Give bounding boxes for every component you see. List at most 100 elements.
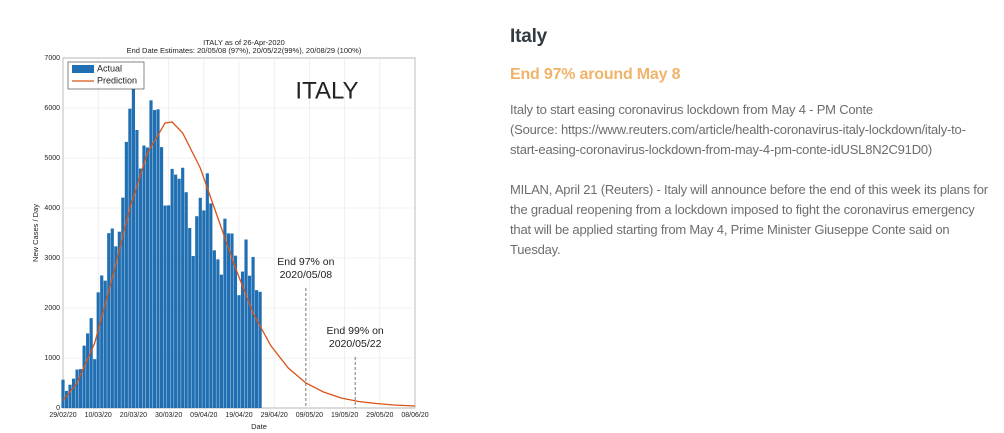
bar [177, 178, 181, 408]
x-tick-label: 30/03/20 [155, 412, 182, 419]
bar [128, 108, 132, 408]
bar [240, 271, 245, 408]
bar [170, 168, 174, 408]
bar [195, 216, 199, 408]
y-axis-label: New Cases / Day [31, 204, 40, 262]
bar [152, 110, 157, 409]
bar [79, 369, 83, 408]
bar [226, 233, 231, 408]
y-tick-label: 7000 [44, 55, 60, 62]
bar [212, 250, 216, 408]
paragraph-line: (Source: https://www.reuters.com/article… [510, 122, 966, 157]
bar [82, 345, 86, 408]
bar [237, 295, 241, 408]
bar [167, 205, 171, 408]
paragraph: MILAN, April 21 (Reuters) - Italy will a… [510, 180, 988, 260]
paragraph-line: Italy to start easing coronavirus lockdo… [510, 102, 873, 117]
bar [163, 205, 167, 408]
x-tick-label: 19/04/20 [225, 412, 252, 419]
bar [138, 168, 143, 408]
chart-title: ITALY as of 26-Apr-2020 [203, 38, 285, 47]
bar [191, 256, 195, 408]
x-tick-label: 10/03/20 [85, 412, 112, 419]
paragraphs: Italy to start easing coronavirus lockdo… [510, 100, 988, 260]
bar [93, 359, 97, 408]
bar [205, 173, 209, 408]
annotation-text: 2020/05/08 [280, 269, 333, 281]
x-axis-label: Date [251, 422, 267, 431]
bar [159, 147, 164, 408]
x-tick-label: 20/03/20 [120, 412, 147, 419]
x-tick-label: 29/04/20 [261, 412, 288, 419]
paragraph: Italy to start easing coronavirus lockdo… [510, 100, 988, 160]
bar [61, 379, 65, 408]
bar [121, 197, 125, 408]
x-tick-label: 08/06/20 [401, 412, 428, 419]
bar [219, 274, 223, 408]
bar [149, 100, 153, 408]
bar [202, 210, 206, 408]
paragraph-line: MILAN, April 21 (Reuters) - Italy will a… [510, 182, 988, 257]
bar [135, 130, 139, 408]
y-tick-label: 2000 [44, 305, 60, 312]
chart-subtitle: End Date Estimates: 20/05/08 (97%), 20/0… [127, 46, 362, 55]
bar [86, 333, 90, 408]
bar [233, 255, 238, 408]
y-tick-label: 4000 [44, 205, 60, 212]
y-tick-label: 1000 [44, 355, 60, 362]
bar [174, 174, 178, 408]
bar [103, 280, 107, 408]
bar [223, 218, 227, 408]
bar [230, 233, 234, 408]
legend-label: Actual [97, 63, 122, 73]
x-tick-label: 09/05/20 [296, 412, 323, 419]
article: Italy End 97% around May 8 Italy to star… [510, 26, 988, 280]
bar [156, 109, 160, 409]
y-tick-label: 3000 [44, 255, 60, 262]
bar [75, 369, 79, 408]
bar [117, 231, 121, 408]
bar [184, 192, 188, 408]
bar [198, 197, 202, 408]
x-tick-label: 29/05/20 [366, 412, 393, 419]
annotation-text: 2020/05/22 [329, 338, 382, 350]
article-subtitle: End 97% around May 8 [510, 66, 681, 83]
y-tick-label: 6000 [44, 105, 60, 112]
annotation-text: End 97% on [277, 256, 334, 268]
bar [142, 145, 146, 409]
bar [131, 80, 135, 409]
bar [107, 233, 111, 408]
legend-swatch [72, 65, 94, 73]
line [62, 121, 416, 407]
bar [89, 318, 93, 408]
bar [251, 256, 255, 408]
x-tick-label: 19/05/20 [331, 412, 358, 419]
chart: 0 1000 2000 3000 4000 5000 6000 7000 29/02/20 10/… [31, 38, 429, 431]
bar [255, 290, 259, 408]
y-tick-label: 5000 [44, 155, 60, 162]
bar [71, 378, 76, 408]
bar [68, 384, 72, 408]
annotation-text: End 99% on [327, 325, 384, 337]
chart-label: ITALY [295, 77, 358, 104]
bar [188, 228, 192, 408]
article-title: Italy [510, 26, 548, 47]
bar [209, 203, 213, 408]
bar [114, 246, 118, 408]
bar [145, 147, 150, 408]
bar [247, 275, 252, 408]
bar [216, 259, 220, 408]
bar [258, 291, 262, 408]
x-tick-label: 29/02/20 [49, 412, 76, 419]
bar [124, 141, 128, 408]
bar [110, 228, 114, 408]
legend: Actual Prediction [67, 61, 145, 90]
bar [181, 167, 185, 408]
y-tick-label: 0 [56, 405, 60, 412]
bar [96, 292, 100, 408]
bar [100, 275, 104, 408]
bar [64, 390, 69, 408]
legend-label: Prediction [97, 75, 137, 85]
x-tick-label: 09/04/20 [190, 412, 217, 419]
